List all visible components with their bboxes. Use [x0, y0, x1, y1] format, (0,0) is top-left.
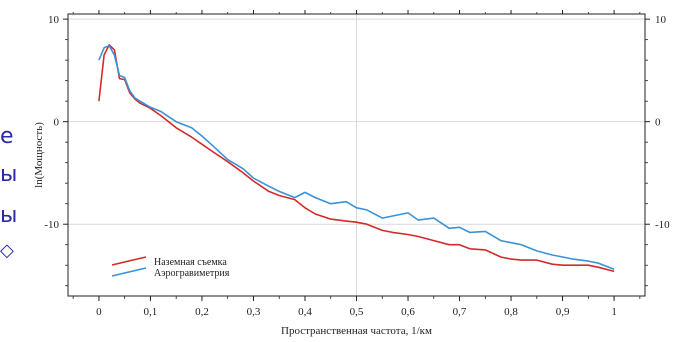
legend-swatch-ground — [111, 256, 147, 266]
x-tick-label: 0 — [96, 306, 102, 318]
tick-labels: 0 0,1 0,2 0,3 0,4 0,5 0,6 0,7 0,8 0,9 1 -10 -10 0 0 10 1… — [44, 14, 670, 318]
series-line-ground — [98, 43, 615, 273]
legend-label-ground: Наземная съемка — [154, 257, 227, 268]
x-tick-label: 0,4 — [298, 306, 312, 318]
x-axis-label: Пространственная частота, 1/км — [281, 325, 432, 337]
edge-glyph: ы — [0, 162, 18, 187]
x-tick-label: 0,6 — [401, 306, 415, 318]
series-line-aero — [98, 44, 615, 271]
x-tick-label: 0,9 — [556, 306, 570, 318]
y-tick-label-right: 0 — [655, 117, 661, 129]
gridlines — [68, 14, 645, 296]
x-tick-label: 0,5 — [350, 306, 364, 318]
x-tick-label: 0,2 — [195, 306, 209, 318]
axis-ticks — [63, 10, 650, 301]
legend-swatch-aero — [111, 267, 147, 277]
x-tick-label: 0,3 — [247, 306, 261, 318]
x-tick-label: 0,7 — [453, 306, 467, 318]
y-tick-label-right: -10 — [655, 219, 670, 231]
x-tick-label: 0,1 — [144, 306, 158, 318]
y-tick-label: 0 — [54, 117, 60, 129]
y-tick-label: -10 — [44, 219, 59, 231]
series-lines — [98, 43, 615, 273]
y-tick-label-right: 10 — [655, 14, 667, 26]
edge-glyph: е — [0, 124, 14, 149]
edge-glyph: ы — [0, 203, 18, 228]
y-axis-label: ln(Мощность) — [33, 122, 45, 188]
legend: Наземная съемка Аэрогравиметрия — [111, 256, 230, 279]
legend-label-aero: Аэрогравиметрия — [154, 268, 230, 279]
x-tick-label: 1 — [611, 306, 617, 318]
x-tick-label: 0,8 — [504, 306, 518, 318]
y-tick-label: 10 — [48, 14, 60, 26]
edge-glyph: ◇ — [0, 240, 14, 261]
